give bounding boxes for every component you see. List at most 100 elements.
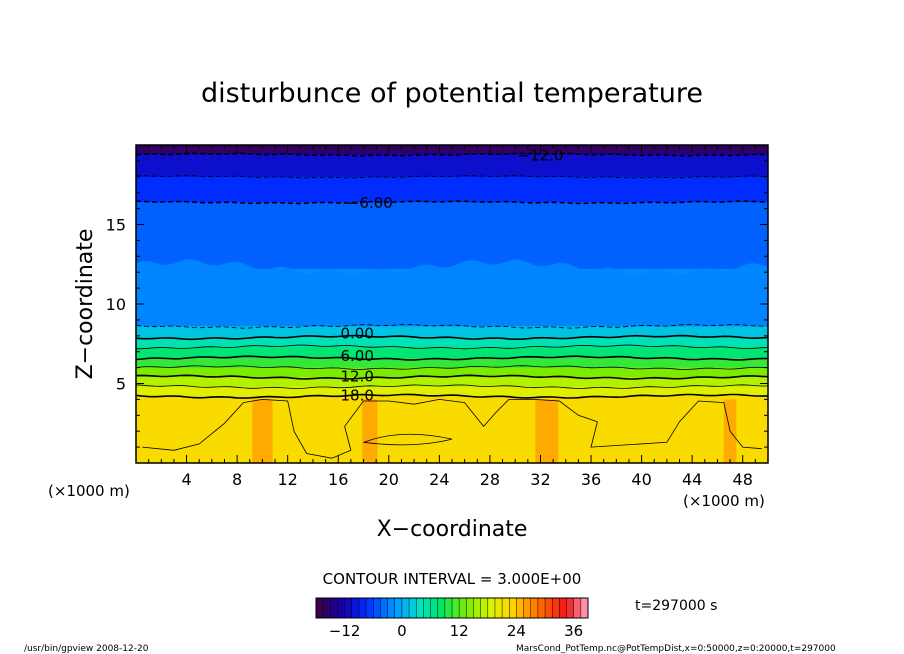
colorbar-cell <box>552 598 560 618</box>
warm-plume <box>535 399 559 463</box>
color-band <box>136 367 768 378</box>
x-axis-label: X−coordinate <box>377 517 528 542</box>
contour-labels: −12.0 −6.00 0.00 6.00 12.018.0 <box>340 147 563 405</box>
colorbar-cell <box>559 598 567 618</box>
colorbar-cell <box>423 598 431 618</box>
colorbar-cell <box>416 598 424 618</box>
x-tick-label: 4 <box>181 470 191 489</box>
colorbar-cell <box>337 598 345 618</box>
x-tick-label: 48 <box>733 470 753 489</box>
colorbar-cell <box>537 598 546 618</box>
colorbar-cell <box>494 598 503 618</box>
warm-plume <box>252 399 273 463</box>
y-axis-unit-right: (×1000 m) <box>683 492 765 510</box>
contour-lines <box>136 152 768 459</box>
colorbar-cell <box>573 598 582 618</box>
contour-line <box>363 433 453 446</box>
contour-line <box>136 355 768 361</box>
contour-interval-text: CONTOUR INTERVAL = 3.000E+00 <box>323 570 582 588</box>
colorbar-cell <box>394 598 403 618</box>
color-band <box>136 386 768 397</box>
y-axis-label: Z−coordinate <box>73 229 98 380</box>
colorbar-cell <box>473 598 481 618</box>
colorbar-tick-label: 12 <box>450 622 469 640</box>
color-band <box>136 377 768 388</box>
colorbar-tick-label: −12 <box>329 622 361 640</box>
colorbar-cell <box>344 598 353 618</box>
contour-line <box>136 334 768 341</box>
colorbar-cell <box>466 598 474 618</box>
colorbar-cell <box>509 598 517 618</box>
x-axis-ticks: 4 8 12 16 20 24 28 32 36 40 44 48 <box>135 145 769 489</box>
contour-label: −6.00 <box>347 194 393 212</box>
colorbar-cell <box>437 598 446 618</box>
time-stamp: t=297000 s <box>635 598 717 614</box>
colorbar-ticks: −12 0 12 24 36 <box>329 622 583 640</box>
colorbar-cell <box>545 598 553 618</box>
contour-label: 12.0 <box>340 368 373 386</box>
color-band <box>136 358 768 369</box>
colorbar-cell <box>566 598 574 618</box>
colorbar-tick-label: 24 <box>507 622 526 640</box>
y-tick-label: 10 <box>106 295 126 314</box>
color-band <box>136 346 768 359</box>
contour-label: 0.00 <box>340 325 373 343</box>
x-tick-label: 44 <box>682 470 702 489</box>
plot-area <box>136 145 768 463</box>
color-band <box>136 176 768 203</box>
y-tick-label: 15 <box>106 216 126 235</box>
contour-label: 18.0 <box>340 387 373 405</box>
colorbar-cell <box>580 598 589 618</box>
colorbar-frame <box>315 597 589 619</box>
color-bands <box>136 145 768 463</box>
colorbar-cell <box>480 598 489 618</box>
chart-title: disturbunce of potential temperature <box>201 78 703 109</box>
colorbar-cell <box>516 598 524 618</box>
color-band <box>136 154 768 178</box>
contour-line <box>136 374 768 380</box>
contour-line <box>136 344 768 350</box>
x-tick-label: 40 <box>631 470 651 489</box>
color-band <box>136 326 768 338</box>
color-band <box>136 337 768 348</box>
colorbar-cell <box>459 598 467 618</box>
contour-line <box>136 152 768 157</box>
footer-program: /usr/bin/gpview 2008-12-20 <box>24 644 149 654</box>
y-axis-ticks: 5 10 15 <box>106 144 768 464</box>
x-tick-label: 32 <box>530 470 550 489</box>
colorbar-cell <box>444 598 453 618</box>
x-tick-label: 36 <box>581 470 601 489</box>
x-tick-label: 24 <box>429 470 449 489</box>
colorbar-cell <box>487 598 496 618</box>
colorbar-cell <box>323 598 331 618</box>
contour-line <box>136 365 768 370</box>
contour-line <box>136 323 768 329</box>
x-tick-label: 16 <box>328 470 348 489</box>
x-axis-unit-left: (×1000 m) <box>48 482 130 500</box>
contour-line <box>136 384 768 389</box>
colorbar-cell <box>530 598 539 618</box>
contour-label: 6.00 <box>340 347 373 365</box>
colorbar-cell <box>401 598 410 618</box>
contour-line <box>142 398 762 459</box>
footer-source: MarsCond_PotTemp.nc@PotTempDist,x=0:5000… <box>516 644 836 654</box>
warm-plume <box>362 399 378 463</box>
colorbar-cell <box>316 598 324 618</box>
color-band <box>136 396 768 463</box>
contour-label: −12.0 <box>517 147 563 165</box>
x-tick-label: 8 <box>232 470 242 489</box>
x-tick-label: 20 <box>379 470 399 489</box>
colorbar-cell <box>351 598 360 618</box>
colorbar-cell <box>409 598 417 618</box>
colorbar-cell <box>373 598 381 618</box>
x-tick-label: 28 <box>480 470 500 489</box>
colorbar-cell <box>366 598 374 618</box>
colorbar-cell <box>502 598 510 618</box>
colorbar-cell <box>380 598 388 618</box>
contour-line <box>136 175 768 179</box>
colorbar-cell <box>387 598 396 618</box>
colorbar-cell <box>358 598 367 618</box>
x-tick-label: 12 <box>278 470 298 489</box>
colorbar-cell <box>330 598 338 618</box>
